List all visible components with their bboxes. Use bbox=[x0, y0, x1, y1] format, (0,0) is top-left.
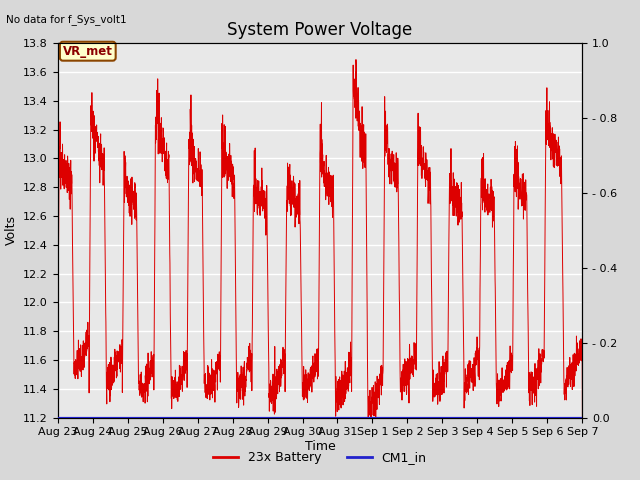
Y-axis label: Volts: Volts bbox=[4, 216, 17, 245]
Legend: 23x Battery, CM1_in: 23x Battery, CM1_in bbox=[208, 446, 432, 469]
Text: VR_met: VR_met bbox=[63, 45, 113, 58]
Text: No data for f_Sys_volt1: No data for f_Sys_volt1 bbox=[6, 14, 127, 25]
X-axis label: Time: Time bbox=[305, 440, 335, 453]
Title: System Power Voltage: System Power Voltage bbox=[227, 21, 413, 39]
